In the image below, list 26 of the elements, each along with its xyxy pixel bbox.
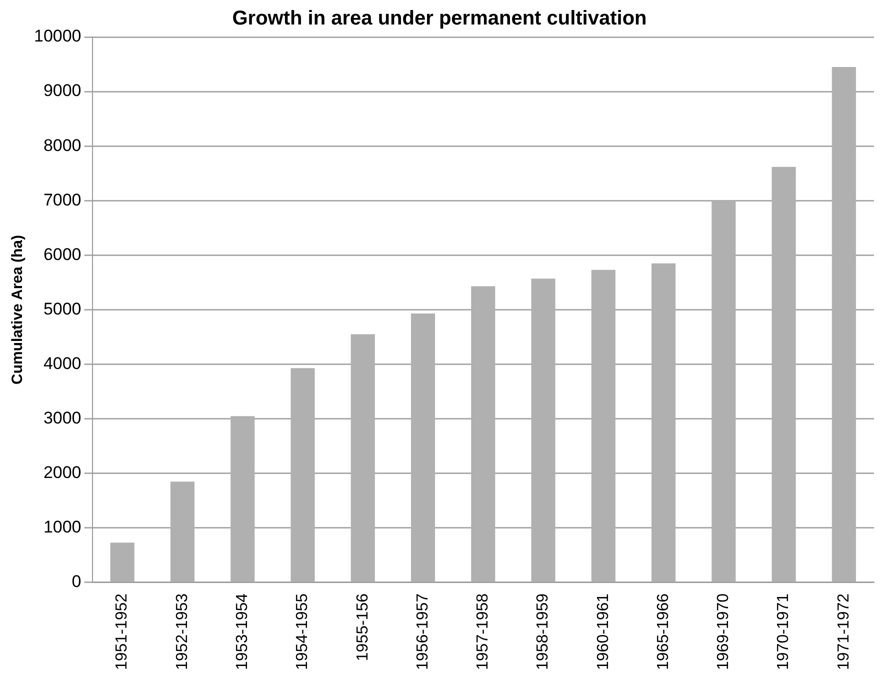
y-tick-label: 6000 <box>43 244 82 264</box>
y-tick-label: 4000 <box>43 354 82 373</box>
y-tick-label: 9000 <box>43 81 82 100</box>
y-tick-label: 2000 <box>43 463 82 482</box>
x-tick-label: 1953-1954 <box>234 593 252 670</box>
x-tick-label: 1957-1958 <box>474 593 492 670</box>
y-tick-label: 10000 <box>34 26 82 46</box>
x-tick-label: 1951-1952 <box>114 593 131 670</box>
x-tick-label: 1969-1970 <box>715 593 732 670</box>
x-tick-label: 1970-1971 <box>775 593 792 670</box>
y-tick-label: 1000 <box>43 518 82 537</box>
y-tick-label: 5000 <box>43 299 82 318</box>
x-tick-label: 1965-1966 <box>654 593 672 670</box>
x-tick-label: 1971-1972 <box>835 593 852 670</box>
x-tick-label: 1955-156 <box>354 593 372 662</box>
y-axis-title: Cumulative Area (ha) <box>9 235 26 384</box>
x-tick-label: 1960-1961 <box>594 593 612 670</box>
x-tick-label: 1958-1959 <box>534 593 552 670</box>
chart-title: Growth in area under permanent cultivation <box>232 8 647 30</box>
y-tick-label: 0 <box>72 572 82 592</box>
x-tick-label: 1952-1953 <box>174 593 191 670</box>
y-tick-label: 8000 <box>43 136 82 155</box>
y-tick-label: 7000 <box>43 190 82 210</box>
x-tick-label: 1954-1955 <box>294 593 312 670</box>
y-tick-label: 3000 <box>43 408 82 428</box>
x-tick-label: 1956-1957 <box>414 593 432 670</box>
